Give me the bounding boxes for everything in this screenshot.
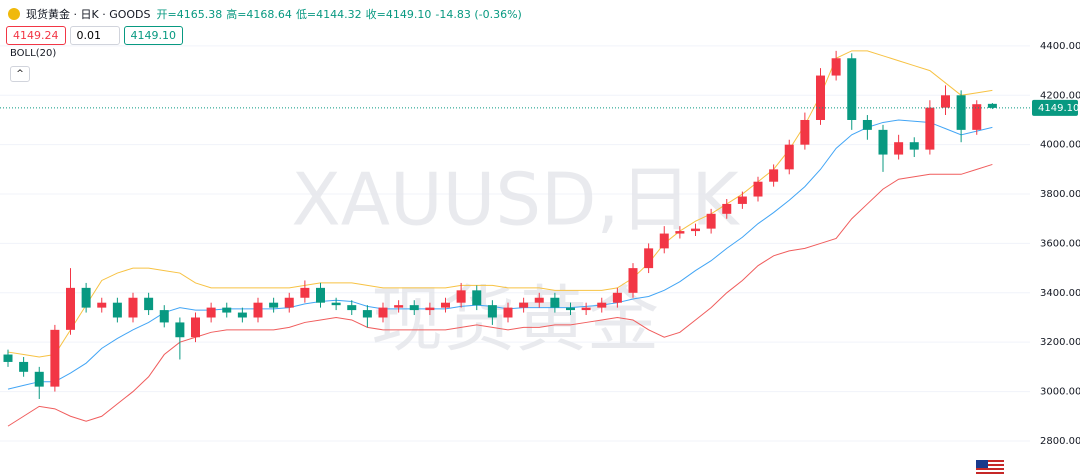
candle-body [175, 322, 185, 338]
candle-body [503, 307, 513, 318]
candle-body [222, 307, 232, 313]
candle-body [972, 104, 982, 130]
candle-body [425, 307, 435, 311]
candle-body [987, 103, 997, 108]
legend-value: 低=4144.32 [295, 8, 362, 21]
candle-body [269, 302, 279, 308]
boll-line [7, 163, 993, 427]
candle-body [956, 95, 966, 130]
candle-body [909, 142, 919, 150]
collapse-button[interactable]: ^ [10, 66, 30, 82]
trade-bar: 4149.24 0.01 4149.10 [6, 26, 183, 45]
candle-body [816, 75, 825, 120]
candle-body [941, 95, 950, 108]
legend-value: 收=4149.10 [365, 8, 432, 21]
candle-body [331, 302, 341, 306]
candle-body [737, 196, 747, 204]
watermark: XAUUSD,日K [291, 158, 740, 242]
candle-body [722, 203, 732, 214]
symbol[interactable]: 现货黄金 · 日K · GOODS [26, 8, 151, 21]
candle-body [316, 287, 325, 303]
candle-body [566, 307, 575, 311]
symbol-icon [8, 8, 20, 20]
ask-button[interactable]: 4149.10 [123, 26, 183, 45]
candle-body [628, 268, 638, 293]
candle-body [19, 361, 29, 372]
y-tick-label: 3800.00 [1040, 189, 1080, 200]
candle-body [237, 312, 247, 318]
candle-body [3, 354, 13, 362]
ohlc-values: 开=4165.38 高=4168.64 低=4144.32 收=4149.10 -14.… [157, 6, 526, 22]
candle-body [66, 287, 75, 330]
candle-body [347, 305, 357, 311]
candle-body [831, 58, 841, 76]
y-tick-label: 4200.00 [1040, 90, 1080, 101]
candle-body [128, 297, 138, 318]
candle-body [534, 297, 544, 303]
candle-body [284, 297, 294, 308]
legend-value: -14.83 (-0.36%) [435, 8, 522, 21]
indicator-label[interactable]: BOLL(20) [10, 48, 57, 59]
last-price-box [1032, 99, 1078, 116]
candle-body [191, 317, 200, 338]
watermark: 现货黄金 [371, 278, 659, 362]
candle-body [894, 142, 904, 155]
candle-body [878, 129, 888, 155]
flag-icon [976, 460, 1004, 476]
y-tick-label: 4400.00 [1040, 41, 1080, 52]
candle-body [378, 307, 388, 318]
candle-body [644, 248, 654, 269]
legend-value: 开=4165.38 [156, 8, 223, 21]
legend-value: 高=4168.64 [226, 8, 292, 21]
y-tick-label: 4000.00 [1040, 140, 1080, 151]
candle-body [253, 302, 263, 318]
y-tick-label: 3200.00 [1040, 337, 1080, 348]
candle-body [81, 287, 91, 308]
candle-body [34, 371, 44, 387]
candle-body [456, 290, 466, 303]
candle-body [581, 307, 591, 311]
candle-body [691, 228, 700, 232]
last-price-label: 4149.10 [1038, 103, 1079, 114]
candle-body [409, 305, 419, 311]
candle-body [519, 302, 529, 308]
candle-body [784, 144, 794, 170]
bid-button[interactable]: 4149.24 [6, 26, 66, 45]
legend-header: 现货黄金 · 日K · GOODS 开=4165.38 高=4168.64 低=41… [8, 6, 526, 22]
candle-body [550, 297, 560, 308]
candle-body [706, 213, 716, 229]
boll-line [7, 119, 993, 390]
candle-body [472, 290, 482, 306]
candle-body [50, 329, 60, 387]
candle-body [675, 231, 685, 234]
boll-line [7, 50, 993, 358]
candle-body [441, 302, 450, 308]
candle-body [159, 310, 169, 323]
candle-body [206, 307, 216, 318]
candle-body [487, 305, 497, 318]
candle-body [925, 107, 935, 150]
candle-body [362, 310, 372, 318]
candle-body [862, 119, 872, 130]
candle-body [300, 287, 310, 298]
candle-body [144, 297, 154, 311]
y-tick-label: 3600.00 [1040, 238, 1080, 249]
candle-body [847, 58, 857, 120]
candle-body [800, 119, 810, 145]
candle-body [769, 169, 779, 182]
candle-body [612, 292, 622, 303]
candle-body [394, 305, 404, 308]
candle-body [112, 302, 122, 318]
y-tick-label: 3000.00 [1040, 387, 1080, 398]
candle-body [753, 181, 763, 197]
candle-body [659, 233, 669, 249]
y-tick-label: 3400.00 [1040, 288, 1080, 299]
lot-input[interactable]: 0.01 [69, 26, 120, 45]
candle-body [97, 302, 107, 308]
candle-body [597, 302, 607, 308]
y-tick-label: 2800.00 [1040, 436, 1080, 447]
